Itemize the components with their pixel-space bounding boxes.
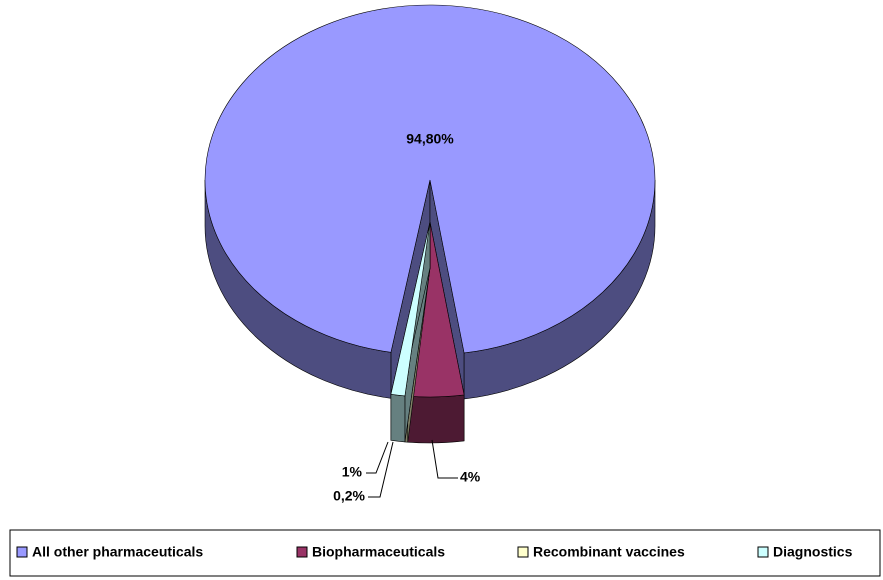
legend-swatch <box>16 546 28 558</box>
leader-line <box>366 441 389 474</box>
legend-label: Biopharmaceuticals <box>312 544 445 560</box>
legend-label: Diagnostics <box>773 544 853 560</box>
leader-line <box>368 441 394 498</box>
slice <box>204 4 656 354</box>
slice-side <box>390 393 406 443</box>
data-label: 94,80% <box>406 131 454 147</box>
data-label: 1% <box>342 464 363 480</box>
legend-label: Recombinant vaccines <box>533 544 685 560</box>
slice <box>390 221 431 397</box>
legend-box <box>9 529 881 577</box>
legend-swatch <box>757 546 769 558</box>
leader-line <box>431 439 458 479</box>
data-label: 0,2% <box>333 488 365 504</box>
slice-side <box>407 394 465 444</box>
legend-label: All other pharmaceuticals <box>32 544 203 560</box>
legend-swatch <box>517 546 529 558</box>
legend-swatch <box>296 546 308 558</box>
data-label: 4% <box>460 469 481 485</box>
